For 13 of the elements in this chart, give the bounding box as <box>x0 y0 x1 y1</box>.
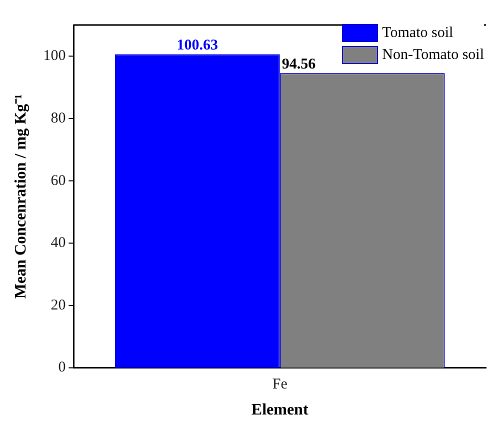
text: Tomato soil <box>382 24 454 42</box>
data-label: 100.63 <box>176 38 218 54</box>
y-tick-label: 80 <box>50 110 66 126</box>
x-tick-label: Fe <box>272 376 288 393</box>
y-tick-label: 40 <box>50 235 66 252</box>
y-tick-label: 20 <box>50 297 66 314</box>
y-tick-label: 100 <box>43 48 66 64</box>
y-axis-title: Mean Concenration / mg Kg⁻¹ <box>12 94 30 299</box>
y-tick-label: 60 <box>50 172 66 189</box>
x-axis-title: Element <box>251 402 309 419</box>
legend-label: Non-Tomato soil <box>382 46 484 64</box>
y-tick-label: 0 <box>58 360 66 376</box>
data-label: 94.56 <box>282 56 316 72</box>
